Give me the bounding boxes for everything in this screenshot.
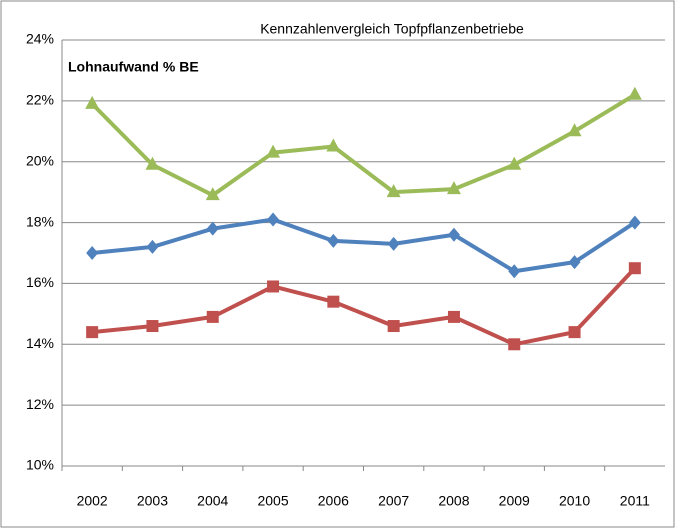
x-tick-label: 2010 <box>559 493 590 509</box>
point <box>387 320 400 333</box>
point <box>206 221 219 236</box>
x-tick-label: 2008 <box>438 493 469 509</box>
point <box>447 227 460 242</box>
point <box>628 215 641 230</box>
point <box>326 138 341 152</box>
point <box>146 320 159 333</box>
point <box>86 246 99 260</box>
point <box>568 326 581 339</box>
point <box>627 86 642 100</box>
annotation: Lohnaufwand % BE <box>68 59 199 75</box>
point <box>387 236 400 251</box>
x-tick-label: 2009 <box>499 493 530 509</box>
point <box>327 295 340 308</box>
x-tick-label: 2003 <box>137 493 168 509</box>
y-tick-label: 24% <box>26 31 54 47</box>
point <box>507 156 522 170</box>
point <box>267 280 280 293</box>
point <box>628 262 641 275</box>
series-line <box>91 266 637 347</box>
y-tick-label: 20% <box>26 152 54 168</box>
point <box>86 326 99 339</box>
series-line <box>90 93 636 198</box>
y-tick-label: 14% <box>26 335 54 351</box>
x-tick-label: 2005 <box>257 493 288 509</box>
point <box>568 255 581 270</box>
y-tick-label: 12% <box>26 396 54 412</box>
point <box>508 338 521 351</box>
point <box>567 123 582 137</box>
point <box>145 156 160 170</box>
point <box>267 212 280 227</box>
x-tick-label: 2007 <box>378 493 409 509</box>
point <box>85 95 100 109</box>
point <box>327 233 340 248</box>
x-tick-label: 2002 <box>77 493 108 509</box>
series-line <box>91 217 636 274</box>
chart-title: Kennzahlenvergleich Topfpflanzenbetriebe <box>260 21 524 37</box>
y-tick-label: 18% <box>26 213 54 229</box>
y-tick-label: 10% <box>26 457 54 473</box>
x-tick-label: 2006 <box>318 493 349 509</box>
point <box>205 187 220 201</box>
x-tick-label: 2011 <box>620 493 650 509</box>
point <box>266 144 281 158</box>
point <box>386 184 401 198</box>
x-tick-label: 2004 <box>197 493 228 509</box>
point <box>146 239 159 254</box>
point <box>206 310 219 323</box>
y-tick-label: 22% <box>26 92 54 108</box>
point <box>447 310 460 323</box>
y-tick-label: 16% <box>26 274 54 290</box>
point <box>508 264 521 279</box>
point <box>446 181 461 195</box>
